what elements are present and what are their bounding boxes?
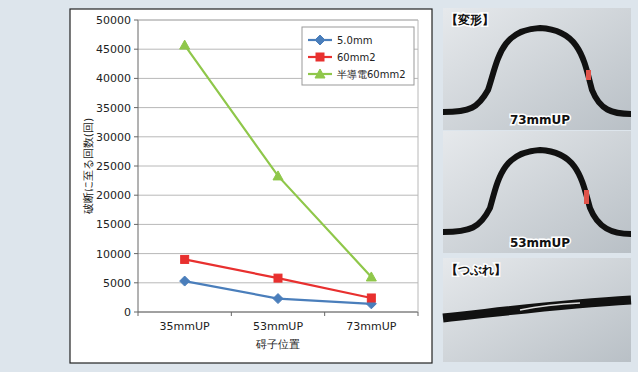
photo	[443, 131, 631, 253]
point	[180, 40, 190, 49]
y-tick	[134, 49, 138, 50]
root: 0 5000 10000 15000 20000 25000 30000 35000 40000…	[0, 0, 638, 372]
y-tick	[134, 166, 138, 167]
legend-marker	[315, 69, 325, 78]
y-tick	[134, 20, 138, 21]
y-tick	[134, 312, 138, 313]
y-tick-label: 30000	[96, 131, 131, 144]
grid-line	[138, 107, 418, 108]
y-tick	[134, 224, 138, 225]
point	[367, 294, 375, 302]
legend-label: 5.0mm	[337, 35, 372, 46]
chart-panel	[70, 9, 432, 363]
grid-line	[138, 253, 418, 254]
y-axis-title: 破断に至る回数(回)	[82, 118, 95, 216]
x-tick-label: 73mmUP	[346, 320, 396, 333]
y-tick	[134, 282, 138, 283]
cable-mark	[586, 70, 591, 80]
photo-label: 53mmUP	[510, 236, 570, 250]
x-tick	[138, 312, 139, 316]
x-tick-label: 35mmUP	[160, 320, 210, 333]
photo-heading: 【つぶれ】	[446, 263, 506, 277]
y-axis	[138, 20, 139, 312]
photo	[443, 8, 631, 130]
x-tick	[324, 312, 325, 316]
x-axis-title: 碍子位置	[255, 338, 300, 351]
y-tick	[134, 253, 138, 254]
legend-label: 60mm2	[337, 52, 376, 63]
y-tick-label: 25000	[96, 160, 131, 173]
cable	[443, 150, 631, 234]
y-tick	[134, 136, 138, 137]
x-axis	[138, 312, 418, 313]
photo-label: 73mmUP	[510, 113, 570, 127]
legend-box	[302, 27, 414, 85]
x-tick	[418, 312, 419, 316]
x-tick	[231, 312, 232, 316]
series-line	[185, 259, 372, 298]
y-tick	[134, 107, 138, 108]
y-tick-label: 45000	[96, 43, 131, 56]
y-tick-label: 5000	[103, 277, 131, 290]
grid-line	[138, 312, 418, 313]
y-tick-label: 20000	[96, 189, 131, 202]
point	[274, 274, 282, 282]
grid-line	[138, 166, 418, 167]
legend-marker	[316, 53, 324, 61]
point	[181, 255, 189, 263]
cable	[443, 28, 631, 114]
point	[273, 171, 283, 180]
cable-crush	[520, 303, 580, 310]
y-tick-label: 0	[124, 306, 131, 319]
grid-line	[138, 20, 418, 21]
y-tick-label: 10000	[96, 248, 131, 261]
y-tick-label: 35000	[96, 102, 131, 115]
legend-marker	[315, 35, 325, 45]
y-tick-label: 50000	[96, 14, 131, 27]
cable	[443, 300, 631, 318]
photo	[443, 258, 631, 362]
grid-line	[138, 136, 418, 137]
x-tick-label: 53mmUP	[253, 320, 303, 333]
y-tick-label: 15000	[96, 218, 131, 231]
plot-frame	[418, 20, 419, 312]
point	[366, 272, 376, 281]
photo-heading: 【変形】	[446, 13, 494, 27]
legend-label: 半導電60mm2	[337, 69, 406, 80]
point	[273, 294, 283, 304]
y-tick-label: 40000	[96, 72, 131, 85]
grid-line	[138, 195, 418, 196]
grid-line	[138, 224, 418, 225]
plot-frame	[138, 20, 418, 21]
y-tick	[134, 78, 138, 79]
canvas: 0 5000 10000 15000 20000 25000 30000 35000 40000…	[0, 0, 638, 372]
point	[180, 276, 190, 286]
y-tick	[134, 195, 138, 196]
cable-mark	[584, 190, 589, 204]
